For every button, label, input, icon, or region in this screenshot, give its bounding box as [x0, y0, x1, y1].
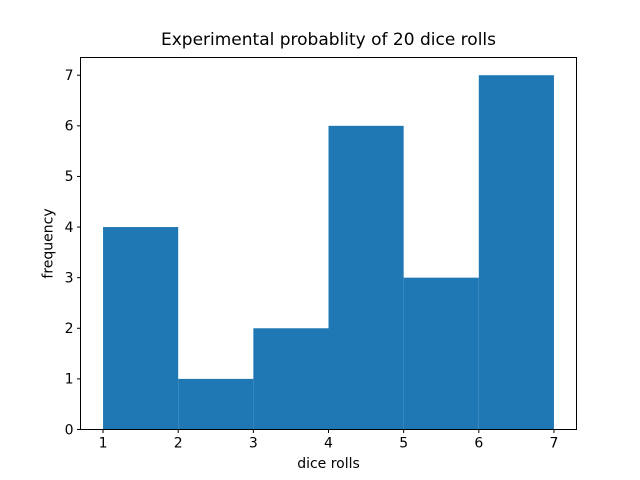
histogram-bar	[403, 277, 479, 430]
bars-layer	[103, 75, 554, 430]
histogram-bar	[103, 227, 179, 430]
y-tick-label: 4	[65, 220, 74, 236]
y-tick-label: 7	[65, 68, 74, 84]
x-tick-label: 3	[249, 436, 258, 452]
ticks-layer: 1 2 3 4 5 6 7 0 1 2 3 4 5 6 7	[65, 68, 559, 451]
y-tick-label: 0	[65, 422, 74, 438]
x-tick-label: 7	[549, 436, 558, 452]
chart-title: Experimental probablity of 20 dice rolls	[161, 30, 496, 50]
histogram-bar	[178, 378, 254, 430]
x-tick-label: 2	[174, 436, 183, 452]
y-axis-label: frequency	[41, 208, 57, 278]
y-tick-label: 1	[65, 372, 74, 388]
histogram-bar	[478, 75, 554, 430]
histogram-bar	[253, 328, 329, 430]
x-axis-label: dice rolls	[297, 456, 360, 472]
x-tick-label: 1	[99, 436, 108, 452]
y-tick-label: 3	[65, 270, 74, 286]
y-tick-label: 2	[65, 321, 74, 337]
y-tick-label: 5	[65, 169, 74, 185]
histogram-bar	[328, 125, 404, 430]
x-tick-label: 5	[399, 436, 408, 452]
y-tick-label: 6	[65, 119, 74, 135]
x-tick-label: 4	[324, 436, 333, 452]
x-tick-label: 6	[474, 436, 483, 452]
